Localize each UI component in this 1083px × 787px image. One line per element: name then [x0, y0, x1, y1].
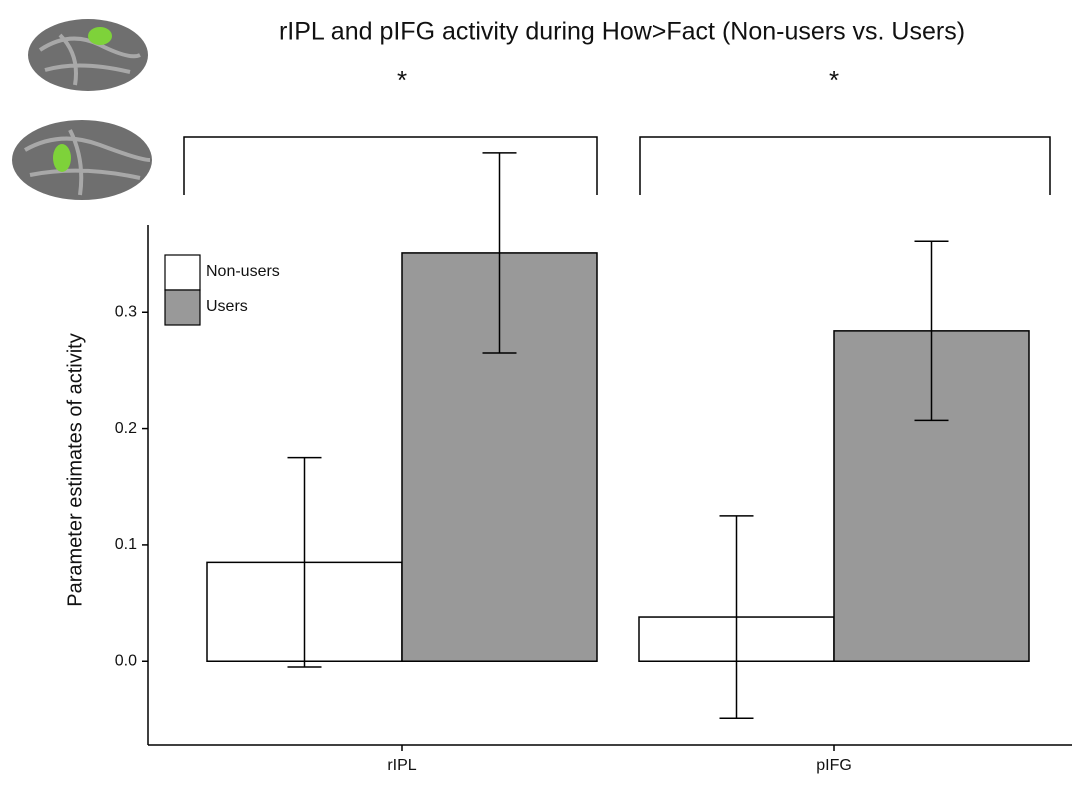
- error-bar: [719, 515, 754, 719]
- y-tick-label: 0.3: [115, 303, 137, 320]
- significance-bracket: [639, 136, 1051, 195]
- brain-icon: [12, 120, 152, 200]
- x-tick-label: rIPL: [387, 757, 416, 774]
- legend-label: Non-users: [206, 263, 280, 280]
- y-axis-label: Parameter estimates of activity: [64, 333, 86, 606]
- y-tick-label: 0.1: [115, 536, 137, 553]
- significance-bracket: [183, 136, 598, 195]
- significance-star: *: [829, 65, 839, 95]
- legend-label: Users: [206, 298, 248, 315]
- legend-swatch: [164, 254, 201, 291]
- y-tick-label: 0.2: [115, 420, 137, 437]
- y-tick-label: 0.0: [115, 652, 137, 669]
- error-bar: [482, 152, 517, 354]
- brain-icon: [28, 19, 148, 91]
- significance-star: *: [397, 65, 407, 95]
- legend-swatch: [164, 289, 201, 326]
- error-bar: [914, 240, 949, 422]
- chart-title: rIPL and pIFG activity during How>Fact (…: [279, 18, 965, 46]
- x-tick-label: pIFG: [816, 757, 852, 774]
- error-bar: [287, 456, 322, 668]
